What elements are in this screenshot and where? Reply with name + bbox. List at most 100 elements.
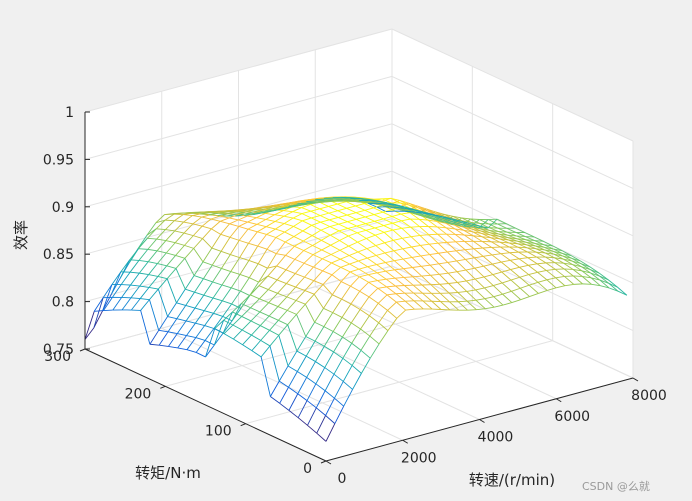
surface-line (572, 264, 583, 272)
surface-line (466, 291, 477, 301)
y-tick-label: 0 (303, 461, 312, 477)
surface-line (386, 286, 397, 295)
surface-line (258, 267, 268, 283)
x-tick-mark (402, 439, 409, 444)
surface-line (367, 264, 377, 268)
surface-line (287, 350, 298, 367)
surface-line (338, 228, 349, 232)
surface-line (482, 241, 492, 248)
surface-line (295, 300, 306, 305)
surface-line (265, 212, 275, 216)
surface-line (203, 264, 213, 279)
surface-line (176, 318, 187, 322)
surface-line (395, 285, 405, 287)
surface-line (364, 209, 375, 215)
surface-line (347, 228, 358, 234)
surface-line (121, 284, 131, 286)
surface-line (278, 324, 289, 336)
surface-line (202, 247, 213, 263)
surface-line (489, 227, 498, 229)
surface-line (222, 320, 233, 334)
surface-line (420, 255, 431, 266)
surface-line (305, 293, 315, 305)
surface-line (384, 242, 395, 252)
surface-line (174, 220, 184, 223)
surface-line (292, 207, 302, 213)
surface-line (481, 232, 491, 239)
surface-line (296, 314, 307, 337)
surface-line (500, 253, 511, 261)
surface-line (302, 230, 313, 236)
surface-line (175, 242, 185, 246)
surface-line (386, 277, 396, 280)
surface-line (256, 223, 267, 228)
surface-line (316, 201, 326, 204)
surface-line (238, 219, 248, 223)
grid-line (391, 75, 634, 189)
surface-line (311, 221, 321, 226)
surface-line (367, 254, 377, 259)
surface-line (342, 343, 353, 359)
surface-line (270, 208, 281, 212)
surface-line (276, 265, 287, 271)
surface-line (286, 283, 296, 288)
surface-line (433, 218, 444, 223)
surface-line (167, 331, 178, 335)
surface-line (488, 219, 498, 225)
surface-line (193, 261, 204, 276)
surface-line (436, 221, 447, 229)
z-tick-label: 0.9 (52, 200, 74, 216)
surface-line (329, 217, 339, 221)
surface-line (325, 415, 336, 424)
surface-line (366, 248, 377, 256)
surface-line (599, 279, 609, 284)
surface-line (259, 302, 270, 313)
surface-line (241, 303, 251, 309)
surface-line (359, 198, 370, 200)
surface-line (356, 216, 366, 220)
surface-line (418, 218, 429, 227)
surface-line (130, 271, 140, 274)
surface-line (492, 271, 502, 275)
surface-line (250, 307, 261, 313)
surface-line (441, 216, 451, 220)
surface-line (562, 255, 573, 262)
surface-line (376, 270, 386, 274)
surface-line (183, 221, 193, 225)
surface-line (294, 245, 304, 251)
surface-line (331, 274, 342, 282)
surface-line (337, 210, 348, 216)
surface-line (544, 252, 555, 259)
surface-line (357, 251, 368, 259)
surface-line (349, 260, 359, 265)
surface-line (147, 248, 158, 252)
surface-line (287, 309, 297, 315)
surface-line (274, 221, 285, 224)
surface-line (276, 269, 287, 281)
surface-line (257, 226, 267, 233)
surface-line (571, 257, 582, 265)
surface-line (239, 239, 249, 244)
surface-line (306, 361, 316, 378)
z-tick-label: 0.75 (43, 342, 74, 358)
surface-line (297, 393, 308, 401)
surface-line (284, 231, 295, 237)
surface-line (501, 259, 511, 263)
x-tick-mark (555, 398, 562, 403)
surface-line (342, 197, 352, 200)
surface-line (146, 228, 157, 236)
surface-line (572, 264, 582, 268)
surface-line (385, 260, 395, 263)
surface-line (404, 292, 415, 302)
surface-line (245, 209, 255, 213)
surface-line (311, 235, 322, 241)
surface-line (410, 226, 421, 236)
surface-line (156, 229, 166, 240)
surface-line (399, 200, 410, 206)
surface-line (284, 236, 295, 243)
surface-line (185, 288, 195, 293)
surface-line (490, 237, 501, 243)
surface-line (304, 276, 314, 282)
surface-line (395, 293, 406, 302)
surface-line (571, 260, 582, 268)
